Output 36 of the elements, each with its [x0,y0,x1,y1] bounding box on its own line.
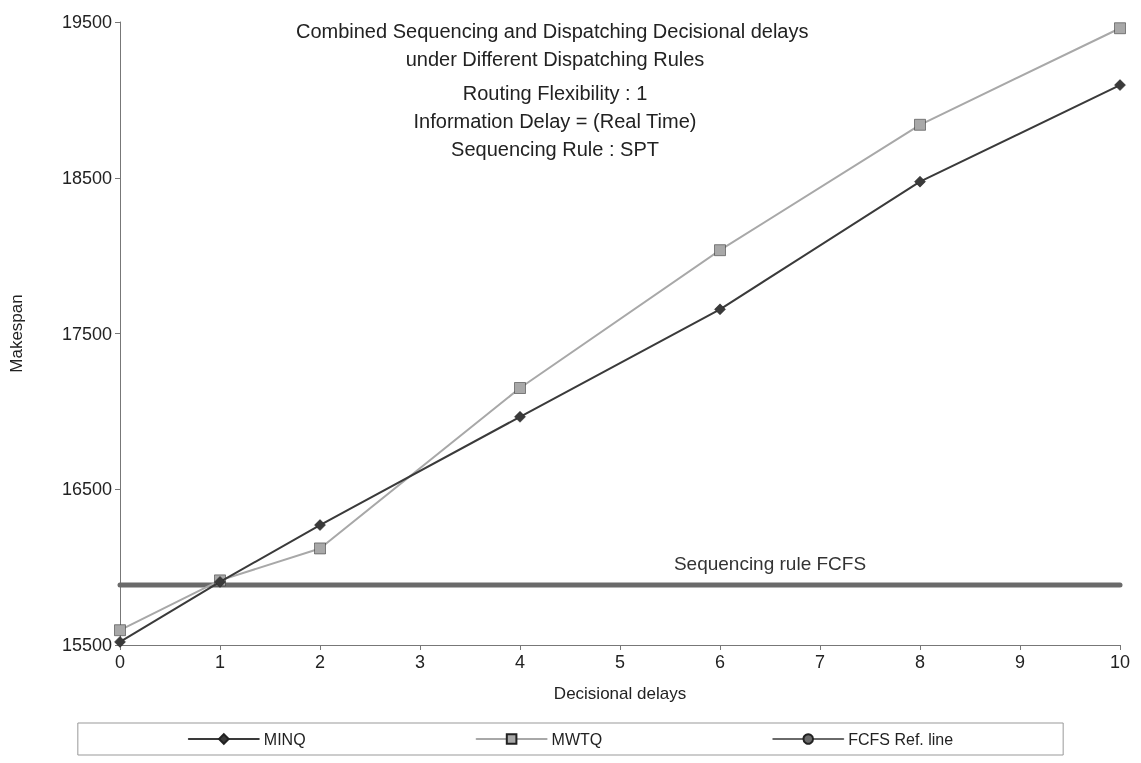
y-tick-label: 17500 [61,323,112,344]
point [914,119,926,131]
y-axis-title: Makespan [7,294,26,373]
point [114,624,126,636]
x-tick-label: 5 [614,652,626,672]
legend-label: MWTQ [551,730,603,748]
x-tick-label: 3 [414,652,426,672]
point [714,303,726,316]
text: Combined Sequencing and Dispatching Decisional delays under Different Dispatching Rules [295,20,815,70]
point [514,382,526,394]
text: Routing Flexibility : 1 Information Delay = (Real Time) Sequencing Rule : SPT [413,82,697,160]
point [1114,22,1126,34]
y-tick-label: 19500 [61,12,112,32]
x-tick-label: 8 [914,652,926,672]
x-tick-label: 4 [514,652,526,672]
y-tick-label: 18500 [61,167,112,188]
y-tick-label: 16500 [61,479,112,500]
point [714,244,726,256]
x-tick-label: 2 [314,652,326,672]
point [314,542,326,555]
annotation: Sequencing rule FCFS [673,553,867,575]
point [514,411,526,423]
y-tick-label: 15500 [61,635,112,655]
x-tick-label: 7 [814,652,826,672]
x-tick-label: 10 [1109,652,1131,672]
point [1114,79,1126,91]
legend-label: FCFS Ref. line [848,730,954,748]
x-tick-label: 0 [114,652,126,672]
point [314,519,326,531]
x-tick-label: 1 [214,652,226,672]
legend-label: MINQ [263,730,306,748]
x-tick-label: 9 [1014,652,1026,672]
point [114,636,126,648]
x-axis-title: Decisional delays [553,684,687,703]
x-tick-label: 6 [714,652,726,672]
point [914,175,926,188]
